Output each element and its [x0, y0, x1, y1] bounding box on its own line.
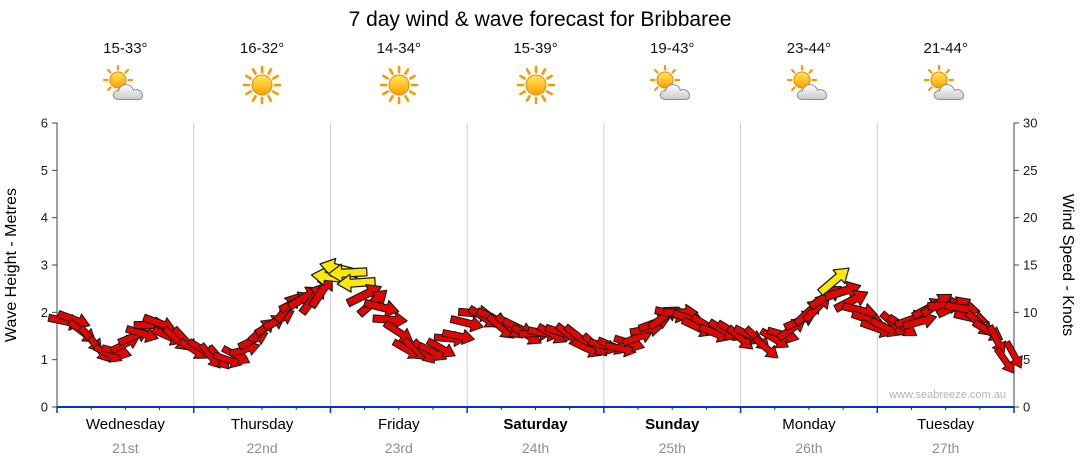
- day-date-label: 21st: [112, 440, 139, 456]
- right-axis-ticks: 0 5 10 15 20 25 30: [1014, 116, 1037, 415]
- day-name-label: Thursday: [230, 415, 294, 433]
- svg-text:25: 25: [1023, 163, 1037, 178]
- wind-arrow: [1003, 340, 1023, 369]
- day-name-label: Friday: [377, 415, 420, 433]
- svg-text:5: 5: [1023, 352, 1030, 367]
- svg-text:5: 5: [41, 163, 48, 178]
- day-date-label: 26th: [795, 440, 823, 456]
- day-date-label: 25th: [658, 440, 686, 456]
- day-date-label: 23rd: [384, 440, 413, 456]
- day-name-label: Saturday: [503, 415, 568, 433]
- svg-text:20: 20: [1023, 210, 1037, 225]
- bottom-axis-ticks: [56, 407, 1015, 413]
- wind-arrow: [363, 298, 400, 318]
- day-temp-range: 23-44°: [786, 39, 832, 57]
- sun-cloud-icon: [741, 60, 878, 110]
- svg-text:4: 4: [41, 210, 48, 225]
- svg-text:15: 15: [1023, 258, 1037, 273]
- sun-cloud-icon: [877, 60, 1014, 110]
- day-temp-range: 21-44°: [923, 39, 968, 57]
- icons-row: [57, 60, 1014, 110]
- svg-text:10: 10: [1023, 305, 1037, 320]
- day-name-label: Wednesday: [85, 415, 165, 433]
- wind-arrow: [425, 337, 456, 358]
- svg-text:30: 30: [1023, 116, 1037, 131]
- svg-text:3: 3: [41, 258, 48, 273]
- svg-text:0: 0: [1023, 400, 1030, 415]
- day-temp-range: 15-39°: [513, 39, 558, 57]
- wind-arrow: [751, 335, 779, 359]
- day-name-label: Monday: [782, 415, 836, 433]
- day-name-label: Sunday: [645, 415, 700, 433]
- sun-icon: [467, 60, 604, 110]
- day-name-label: Tuesday: [917, 415, 975, 433]
- wind-arrow: [449, 315, 484, 333]
- sun-icon: [194, 60, 331, 110]
- left-axis-title: Wave Height - Metres: [3, 188, 20, 342]
- day-dates-row: 21st 22nd 23rd 24th 25th 26th 27th: [57, 438, 1014, 458]
- day-gridlines: [193, 123, 878, 407]
- wind-arrow: [441, 329, 475, 345]
- wind-arrow: [125, 325, 159, 343]
- svg-text:0: 0: [41, 400, 48, 415]
- svg-text:6: 6: [41, 116, 48, 131]
- wind-arrow: [336, 273, 376, 293]
- wind-arrow: [833, 289, 869, 313]
- wind-arrows-layer: [47, 257, 1023, 374]
- day-temp-range: 19-43°: [650, 39, 695, 57]
- chart-title: 7 day wind & wave forecast for Bribbaree: [348, 8, 732, 31]
- day-date-label: 27th: [932, 440, 960, 456]
- day-date-label: 22nd: [246, 440, 278, 456]
- wind-arrow: [372, 311, 408, 329]
- temps-row: 15-33° 16-32° 14-34° 15-39° 19-43° 23-44° 21-4…: [57, 38, 1014, 58]
- day-temp-range: 14-34°: [376, 39, 421, 57]
- watermark: www.seabreeze.com.au: [888, 389, 1006, 401]
- day-names-row: Wednesday Thursday Friday Saturday Sunday Mon…: [57, 414, 1014, 434]
- wind-arrow: [327, 263, 368, 283]
- svg-text:1: 1: [41, 352, 48, 367]
- right-axis-title: Wind Speed - Knots: [1059, 194, 1076, 336]
- svg-text:2: 2: [41, 305, 48, 320]
- sun-cloud-icon: [57, 60, 194, 110]
- day-temp-range: 15-33°: [103, 39, 148, 57]
- sun-cloud-icon: [604, 60, 741, 110]
- day-temp-range: 16-32°: [239, 39, 285, 57]
- left-axis-ticks: 0 1 2 3 4 5 6: [41, 116, 57, 415]
- day-date-label: 24th: [521, 440, 550, 456]
- sun-icon: [330, 60, 467, 110]
